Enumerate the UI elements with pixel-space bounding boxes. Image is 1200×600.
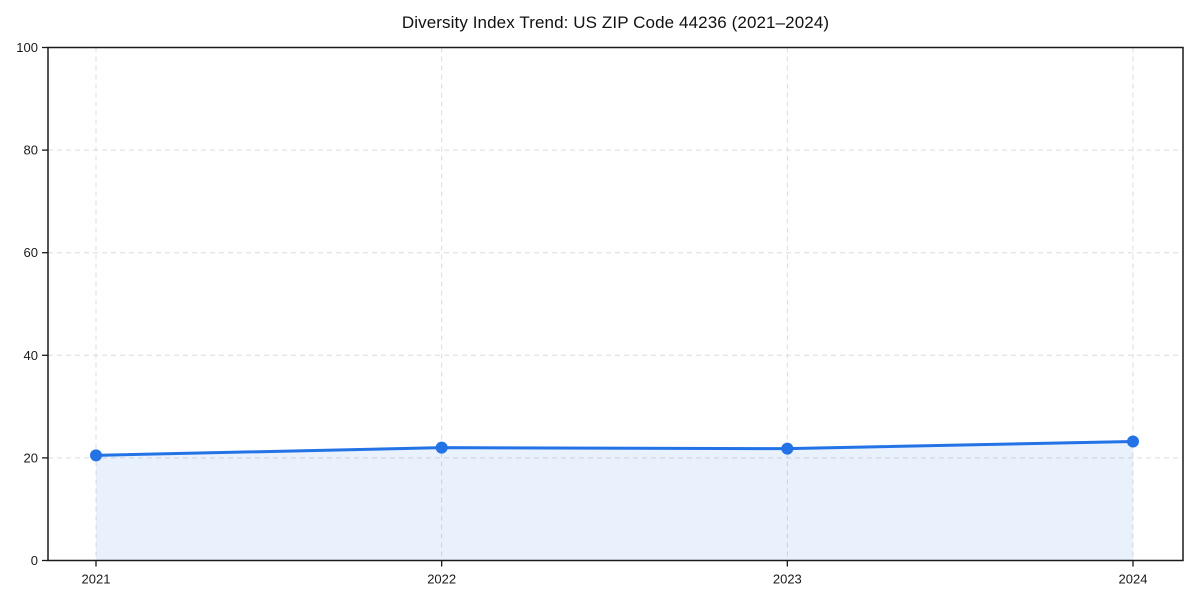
trend-line — [94, 439, 1135, 457]
y-axis-tick-label: 60 — [24, 245, 38, 260]
x-axis-tick-label: 2023 — [773, 572, 802, 587]
y-axis-tick-label: 0 — [31, 553, 38, 568]
data-point-marker — [435, 441, 448, 454]
x-axis-tick-label: 2022 — [427, 572, 456, 587]
y-axis-tick-label: 20 — [24, 450, 38, 465]
x-axis-tick-label: 2024 — [1119, 572, 1148, 587]
area-fill — [96, 441, 1133, 561]
data-point-marker — [1127, 435, 1139, 448]
axis-frame — [47, 46, 1184, 562]
chart-title: Diversity Index Trend: US ZIP Code 44236… — [401, 13, 830, 32]
data-point-marker — [90, 449, 102, 462]
y-axis-tick-label: 100 — [16, 40, 38, 55]
y-axis-tick-label: 80 — [24, 143, 38, 158]
y-axis-tick-label: 40 — [24, 348, 38, 363]
x-axis-tick-label: 2021 — [82, 572, 111, 587]
data-point-marker — [781, 442, 794, 455]
